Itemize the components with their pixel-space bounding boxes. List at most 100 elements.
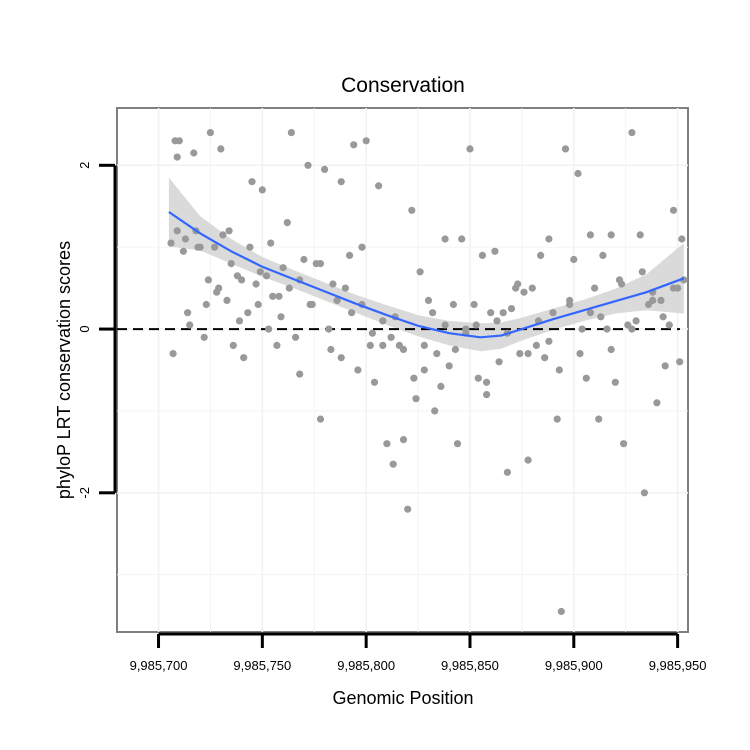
- data-point: [287, 129, 295, 137]
- data-point: [628, 325, 636, 333]
- data-point: [553, 415, 561, 423]
- data-point: [466, 145, 474, 153]
- data-point: [545, 235, 553, 243]
- data-point: [211, 243, 219, 251]
- data-point: [370, 378, 379, 386]
- data-point: [537, 251, 545, 259]
- data-point: [640, 489, 649, 497]
- data-point: [246, 243, 254, 251]
- y-axis: -2 0 2: [77, 162, 117, 499]
- data-point: [186, 321, 194, 329]
- data-point: [204, 276, 212, 284]
- data-point: [219, 231, 227, 239]
- data-point: [181, 235, 190, 243]
- data-point: [576, 350, 584, 358]
- data-point: [227, 260, 235, 268]
- data-point: [283, 219, 291, 227]
- data-point: [491, 247, 499, 255]
- data-point: [346, 251, 354, 259]
- data-point: [190, 149, 198, 157]
- grid-lines: [117, 108, 688, 632]
- data-point: [657, 296, 665, 304]
- data-point: [474, 374, 482, 382]
- data-point: [275, 292, 283, 300]
- data-point: [632, 317, 640, 325]
- data-point: [595, 415, 603, 423]
- y-tick-label: -2: [77, 487, 92, 499]
- data-point: [167, 239, 175, 247]
- data-point: [304, 161, 312, 169]
- data-point: [379, 317, 387, 325]
- data-point: [273, 341, 281, 349]
- data-point: [258, 186, 266, 194]
- data-point: [404, 505, 412, 513]
- data-point: [399, 345, 408, 354]
- data-point: [586, 231, 595, 239]
- data-point: [327, 345, 335, 354]
- data-point: [285, 284, 293, 292]
- x-tick-label: 9,985,850: [441, 658, 499, 673]
- data-point: [333, 296, 341, 304]
- data-point: [483, 378, 491, 386]
- data-point: [337, 354, 345, 362]
- data-point: [478, 251, 486, 259]
- loess-smooth-line: [168, 211, 685, 339]
- data-point: [179, 247, 187, 255]
- data-point: [206, 129, 214, 137]
- data-point: [607, 231, 615, 239]
- data-point: [337, 178, 345, 186]
- data-point: [437, 382, 445, 390]
- data-point: [389, 460, 397, 468]
- data-point: [493, 317, 501, 325]
- data-point: [607, 345, 615, 354]
- data-point: [678, 235, 686, 243]
- data-point: [252, 280, 260, 288]
- x-tick-label: 9,985,900: [545, 658, 603, 673]
- x-tick-label: 9,985,800: [337, 658, 395, 673]
- data-point: [597, 313, 605, 321]
- x-tick-label: 9,985,950: [649, 658, 707, 673]
- data-point: [217, 145, 225, 153]
- data-point: [603, 325, 611, 333]
- data-point: [412, 395, 420, 403]
- data-point: [321, 165, 329, 173]
- data-point: [458, 235, 466, 243]
- data-point: [451, 345, 459, 354]
- data-points: [167, 129, 688, 616]
- data-point: [366, 341, 374, 349]
- data-point: [175, 137, 183, 145]
- data-point: [362, 137, 370, 145]
- data-point: [383, 440, 391, 448]
- data-point: [620, 440, 628, 448]
- data-point: [561, 145, 570, 153]
- data-point: [676, 358, 684, 366]
- data-point: [661, 362, 669, 370]
- data-point: [279, 264, 287, 272]
- confidence-band: [168, 177, 684, 352]
- data-point: [348, 309, 356, 317]
- y-tick-label: 0: [77, 325, 92, 332]
- data-point: [325, 325, 333, 333]
- data-point: [638, 268, 646, 276]
- data-point: [636, 231, 644, 239]
- data-point: [300, 255, 308, 264]
- data-point: [256, 268, 264, 276]
- data-point: [582, 374, 590, 382]
- data-point: [524, 456, 532, 464]
- data-point: [265, 325, 273, 333]
- data-point: [653, 399, 661, 407]
- data-point: [169, 350, 177, 358]
- data-point: [628, 129, 636, 137]
- data-point: [586, 309, 595, 317]
- x-axis-title: Genomic Position: [332, 688, 473, 708]
- data-point: [267, 239, 275, 247]
- data-point: [379, 341, 387, 349]
- data-point: [431, 407, 439, 415]
- data-point: [487, 309, 495, 317]
- data-point: [441, 235, 449, 243]
- data-point: [375, 182, 383, 190]
- data-point: [368, 329, 376, 337]
- data-point: [495, 358, 503, 366]
- y-tick-label: 2: [77, 162, 92, 169]
